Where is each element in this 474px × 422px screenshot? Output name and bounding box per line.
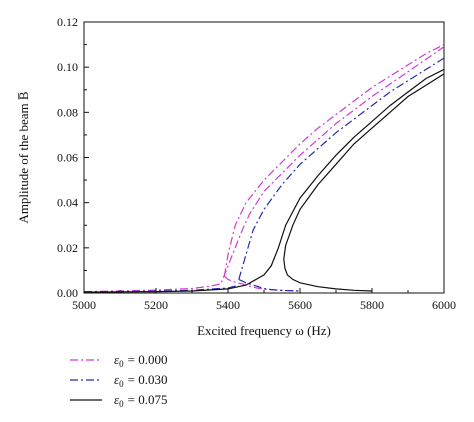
y-tick-label: 0.02 <box>57 241 78 255</box>
series-line-3-middle-branch <box>283 73 444 260</box>
legend-label: ε0 = 0.030 <box>114 372 167 389</box>
y-tick-label: 0.08 <box>57 105 78 119</box>
series-line-2-middle-branch <box>238 278 301 292</box>
legend-item: ε0 = 0.075 <box>70 392 167 409</box>
x-tick-label: 5800 <box>360 298 384 312</box>
series-line-3-lower-branch <box>283 259 373 292</box>
series-line-3-upper-branch <box>84 68 444 293</box>
x-axis: 5000 5200 5400 5600 5800 6000 <box>72 288 456 312</box>
plot-area: 5000 5200 5400 5600 5800 6000 0.000.020.040.0… <box>57 15 456 312</box>
y-axis-title: Amplitude of the beam B̅ <box>16 91 31 223</box>
series-layer <box>84 44 444 293</box>
legend-label: ε0 = 0.000 <box>114 352 167 369</box>
legend-item: ε0 = 0.000 <box>70 352 167 369</box>
legend-label: ε0 = 0.075 <box>114 392 167 409</box>
y-tick-label: 0.12 <box>57 15 78 29</box>
legend: ε0 = 0.000 ε0 = 0.030 ε0 = 0.075 <box>70 352 167 409</box>
plot-frame <box>83 21 445 294</box>
series-line-2-upper-branch <box>238 57 444 280</box>
y-axis: 0.00 0.02 0.04 0.06 0.08 0.10 0.12 <box>57 15 89 300</box>
y-tick-label: 0.00 <box>57 286 78 300</box>
x-tick-label: 5200 <box>144 298 168 312</box>
x-tick-label: 5600 <box>288 298 312 312</box>
y-tick-label: 0.10 <box>57 60 78 74</box>
x-tick-label: 6000 <box>432 298 456 312</box>
series-line-1-lower-branch <box>84 46 444 293</box>
x-axis-title: Excited frequency ω (Hz) <box>197 323 331 338</box>
y-tick-label: 0.04 <box>57 196 78 210</box>
y-tick-label: 0.06 <box>57 151 78 165</box>
legend-item: ε0 = 0.030 <box>70 372 167 389</box>
series-line-1-middle-branch <box>223 275 301 292</box>
x-tick-label: 5000 <box>72 298 96 312</box>
series-line-1-upper-branch <box>223 44 444 277</box>
x-tick-label: 5400 <box>216 298 240 312</box>
